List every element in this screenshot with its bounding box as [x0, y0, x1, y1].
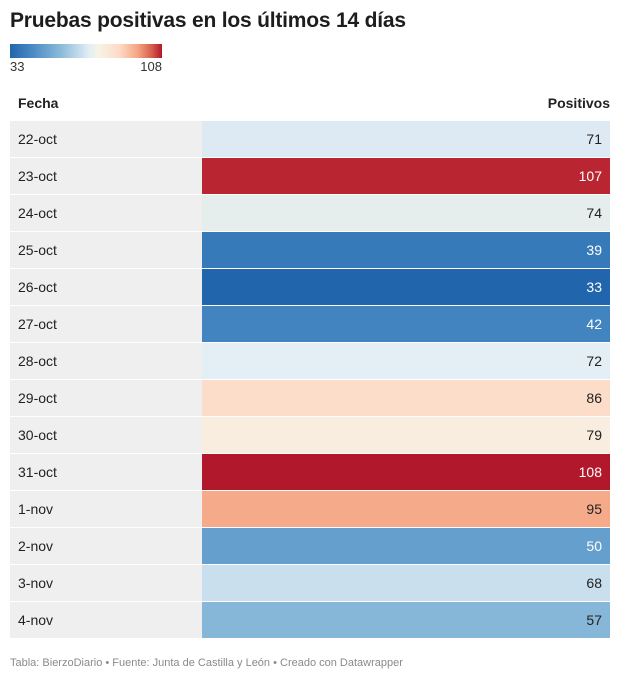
legend-min-label: 33	[10, 59, 25, 74]
date-cell: 28-oct	[10, 343, 202, 379]
date-cell: 27-oct	[10, 306, 202, 342]
table-row: 25-oct 39	[10, 232, 610, 269]
value-cell: 107	[202, 158, 610, 194]
table-header: Fecha Positivos	[10, 95, 610, 115]
date-cell: 26-oct	[10, 269, 202, 305]
date-cell: 30-oct	[10, 417, 202, 453]
table-row: 22-oct 71	[10, 121, 610, 158]
date-cell: 4-nov	[10, 602, 202, 638]
legend-max-label: 108	[140, 59, 162, 74]
date-cell: 3-nov	[10, 565, 202, 601]
date-cell: 23-oct	[10, 158, 202, 194]
date-cell: 1-nov	[10, 491, 202, 527]
value-cell: 86	[202, 380, 610, 416]
value-cell: 33	[202, 269, 610, 305]
chart-title: Pruebas positivas en los últimos 14 días	[10, 9, 406, 32]
value-cell: 72	[202, 343, 610, 379]
table-body: 22-oct 71 23-oct 107 24-oct 74 25-oct 39 26-oct 3…	[10, 121, 610, 639]
value-cell: 68	[202, 565, 610, 601]
footer-credits: Tabla: BierzoDiario • Fuente: Junta de C…	[10, 657, 403, 669]
date-cell: 24-oct	[10, 195, 202, 231]
table-row: 23-oct 107	[10, 158, 610, 195]
table-row: 2-nov 50	[10, 528, 610, 565]
value-cell: 50	[202, 528, 610, 564]
date-cell: 22-oct	[10, 121, 202, 157]
table-row: 3-nov 68	[10, 565, 610, 602]
date-cell: 29-oct	[10, 380, 202, 416]
table-row: 27-oct 42	[10, 306, 610, 343]
table-row: 1-nov 95	[10, 491, 610, 528]
date-cell: 2-nov	[10, 528, 202, 564]
table-row: 26-oct 33	[10, 269, 610, 306]
value-cell: 95	[202, 491, 610, 527]
legend-gradient-bar	[10, 44, 162, 58]
value-cell: 74	[202, 195, 610, 231]
value-cell: 39	[202, 232, 610, 268]
table-row: 24-oct 74	[10, 195, 610, 232]
value-cell: 108	[202, 454, 610, 490]
column-header-positivos: Positivos	[547, 95, 610, 111]
value-cell: 57	[202, 602, 610, 638]
table-row: 30-oct 79	[10, 417, 610, 454]
date-cell: 25-oct	[10, 232, 202, 268]
value-cell: 42	[202, 306, 610, 342]
column-header-fecha: Fecha	[18, 95, 59, 111]
color-legend: 33 108	[10, 44, 162, 74]
value-cell: 71	[202, 121, 610, 157]
date-cell: 31-oct	[10, 454, 202, 490]
table-row: 29-oct 86	[10, 380, 610, 417]
value-cell: 79	[202, 417, 610, 453]
table-row: 31-oct 108	[10, 454, 610, 491]
table-row: 28-oct 72	[10, 343, 610, 380]
table-row: 4-nov 57	[10, 602, 610, 639]
